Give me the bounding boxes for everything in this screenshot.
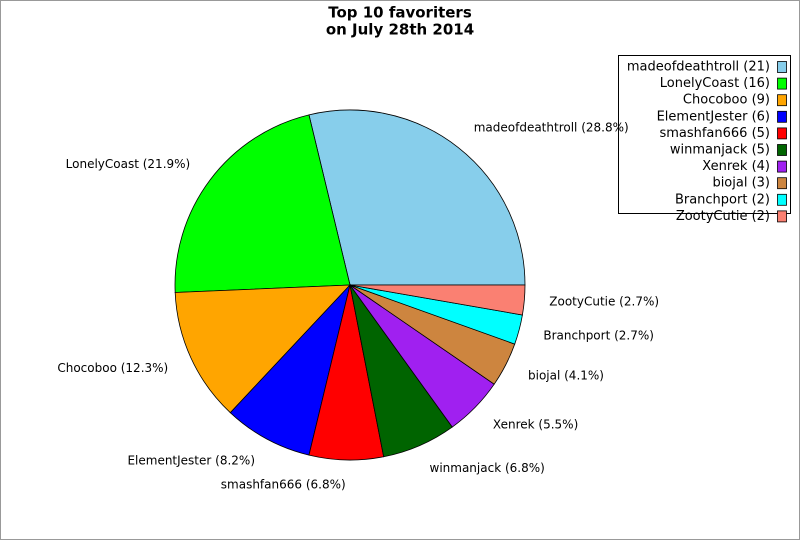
legend-label: Chocoboo (9) xyxy=(683,93,770,108)
chart-title: on July 28th 2014 xyxy=(326,21,474,39)
slice-label: Chocoboo (12.3%) xyxy=(57,361,168,375)
legend-swatch xyxy=(777,210,787,223)
pie-slice xyxy=(349,284,526,316)
legend-swatch xyxy=(777,160,787,173)
legend-swatch xyxy=(777,127,787,140)
legend-swatch xyxy=(777,177,787,190)
slice-label: biojal (4.1%) xyxy=(528,369,604,383)
legend-label: Xenrek (4) xyxy=(702,159,770,174)
legend-label: biojal (3) xyxy=(712,176,770,191)
slice-label: LonelyCoast (21.9%) xyxy=(66,157,191,171)
slice-label: ZootyCutie (2.7%) xyxy=(549,295,659,309)
legend-label: ElementJester (6) xyxy=(657,109,770,124)
slice-label: madeofdeathtroll (28.8%) xyxy=(474,120,629,134)
legend-label: LonelyCoast (16) xyxy=(660,76,770,91)
legend-label: smashfan666 (5) xyxy=(659,126,770,141)
legend-label: winmanjack (5) xyxy=(670,143,770,158)
chart-title: Top 10 favoriters xyxy=(328,4,472,22)
pie-slice xyxy=(174,114,351,293)
pie-slice xyxy=(308,109,526,286)
pie-slice xyxy=(174,284,351,414)
slice-label: Branchport (2.7%) xyxy=(543,329,654,343)
legend-swatch xyxy=(777,61,787,73)
slice-label: ElementJester (8.2%) xyxy=(127,454,255,468)
slice-label: Xenrek (5.5%) xyxy=(493,417,578,431)
legend-swatch xyxy=(777,193,787,206)
slice-label: winmanjack (6.8%) xyxy=(430,461,545,475)
slice-label: smashfan666 (6.8%) xyxy=(221,477,346,491)
legend-label: ZootyCutie (2) xyxy=(676,209,770,224)
legend-swatch xyxy=(777,144,787,156)
legend-swatch xyxy=(777,94,787,107)
legend-box xyxy=(618,55,791,214)
legend-label: Branchport (2) xyxy=(675,192,770,207)
pie-slice xyxy=(229,283,351,456)
legend-swatch xyxy=(777,77,787,90)
legend-swatch xyxy=(777,110,787,123)
legend-label: madeofdeathtroll (21) xyxy=(627,60,770,75)
